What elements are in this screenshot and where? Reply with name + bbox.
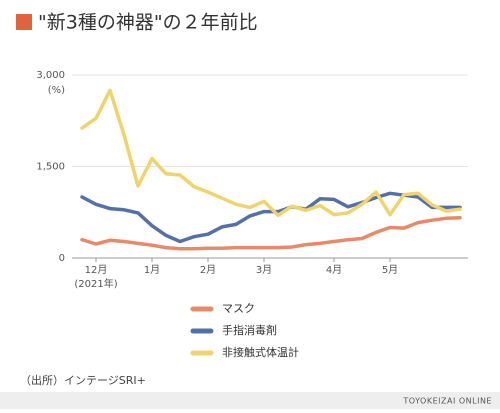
source: （出所）インテージSRI+: [20, 373, 146, 387]
legend-label: マスク: [222, 302, 255, 315]
footer-bar: [0, 392, 500, 409]
x-tick-label: 3月: [256, 264, 272, 276]
publisher: TOYOKEIZAI ONLINE: [402, 397, 492, 406]
x-tick-label: 2月: [200, 264, 216, 276]
line: [80, 191, 462, 244]
x-tick-label: 12月: [85, 264, 108, 276]
y-tick-label: 3,000: [36, 70, 65, 81]
title-marker: [16, 14, 32, 30]
line: [80, 88, 462, 218]
x-tick-label: 1月: [144, 264, 160, 276]
y-unit: (%): [48, 85, 65, 96]
x-note: (2021年): [74, 277, 117, 290]
legend-label: 手指消毒剤: [222, 323, 277, 337]
chart-title: "新3種の神器"の２年前比: [38, 12, 258, 34]
line: [80, 215, 462, 251]
x-tick-label: 4月: [326, 264, 342, 276]
y-tick-label: 0: [59, 253, 65, 264]
legend-label: 非接触式体温計: [222, 345, 299, 359]
x-tick-label: 5月: [382, 264, 398, 276]
y-tick-label: 1,500: [36, 162, 65, 173]
